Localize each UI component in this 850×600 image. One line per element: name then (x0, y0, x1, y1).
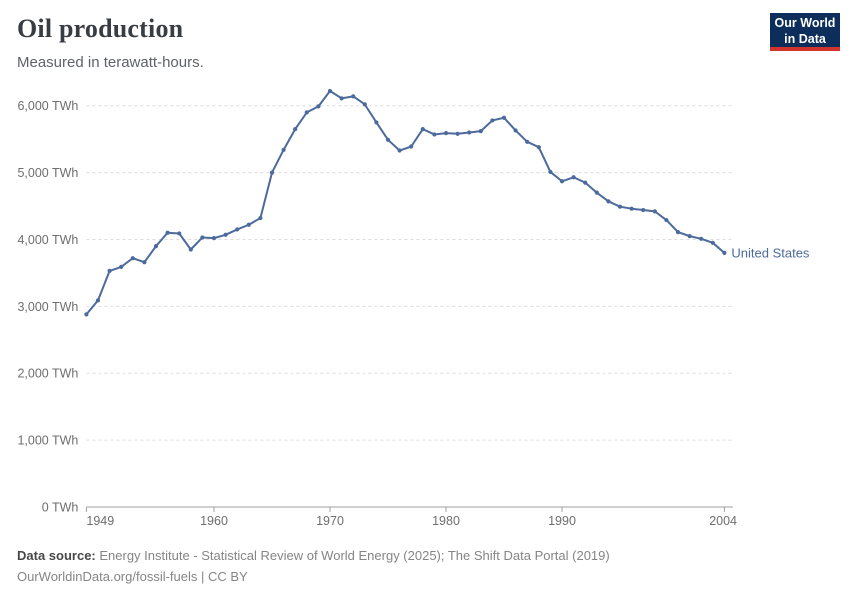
data-point (420, 127, 425, 132)
data-point (107, 268, 112, 274)
data-point (629, 206, 634, 211)
data-point (165, 230, 170, 235)
data-point (385, 137, 391, 142)
data-point (571, 175, 576, 180)
data-point (211, 236, 217, 241)
data-point (351, 94, 356, 99)
y-axis-tick-label: 1,000 TWh (17, 434, 78, 448)
y-axis-tick-label: 4,000 TWh (17, 233, 78, 247)
data-point (432, 132, 437, 137)
data-point (513, 128, 518, 133)
data-point (443, 131, 449, 136)
logo-text-line2: in Data (784, 32, 826, 46)
y-axis-tick-label: 3,000 TWh (17, 300, 78, 314)
data-point (84, 312, 89, 317)
data-point (583, 180, 588, 185)
data-point (699, 236, 704, 241)
data-point (95, 298, 101, 303)
data-point (652, 209, 657, 214)
data-point (177, 231, 182, 236)
x-axis-tick-label: 1960 (200, 514, 228, 528)
data-point (374, 120, 379, 125)
data-point (339, 96, 344, 101)
data-point (269, 170, 275, 175)
license-line[interactable]: OurWorldinData.org/fossil-fuels | CC BY (17, 569, 248, 584)
data-point (664, 217, 669, 223)
data-point (710, 240, 715, 245)
data-point (119, 264, 124, 269)
data-point (455, 131, 460, 136)
data-point (409, 144, 414, 149)
data-source-label: Data source: (17, 548, 96, 563)
chart-title: Oil production (17, 14, 184, 43)
series-label: United States (731, 245, 810, 260)
data-point (467, 130, 472, 135)
data-point (559, 179, 565, 184)
data-point (281, 147, 286, 152)
data-point (617, 204, 623, 209)
data-point (293, 127, 298, 132)
data-point (525, 139, 530, 144)
data-point (258, 215, 263, 221)
data-point (594, 190, 599, 195)
data-point (188, 247, 193, 252)
y-axis-tick-label: 5,000 TWh (17, 166, 78, 180)
x-axis-tick-label: 1970 (316, 514, 344, 528)
x-axis-tick-label: 1980 (432, 514, 460, 528)
chart-footer: Data source: Energy Institute - Statisti… (17, 545, 827, 587)
data-point (478, 129, 483, 134)
data-point (722, 250, 727, 255)
data-point (235, 227, 240, 232)
data-point (223, 232, 228, 237)
data-point (142, 260, 147, 265)
data-point (327, 88, 333, 94)
x-axis-tick-label: 1949 (86, 514, 114, 528)
data-point (606, 199, 611, 204)
data-line (85, 89, 726, 316)
data-point (153, 244, 159, 249)
data-point (316, 104, 321, 109)
data-point (641, 207, 646, 213)
data-point (397, 148, 402, 153)
data-point (304, 110, 309, 115)
y-axis-tick-label: 2,000 TWh (17, 367, 78, 381)
data-point (130, 256, 135, 261)
data-point (501, 115, 507, 120)
x-axis-tick-label: 2004 (709, 514, 737, 528)
data-point (490, 118, 495, 123)
data-source-line: Data source: Energy Institute - Statisti… (17, 545, 827, 566)
data-point (687, 234, 692, 239)
data-point (548, 169, 553, 175)
data-source-text: Energy Institute - Statistical Review of… (95, 548, 610, 563)
data-point (536, 145, 541, 150)
y-axis-tick-label: 6,000 TWh (17, 99, 78, 113)
data-point (362, 102, 367, 107)
chart-subtitle: Measured in terawatt-hours. (17, 54, 204, 71)
owid-logo[interactable]: Our World in Data (770, 13, 840, 51)
data-point (675, 230, 681, 235)
logo-text-line1: Our World (774, 16, 836, 30)
data-point (246, 222, 251, 227)
data-point (200, 235, 205, 240)
y-axis-tick-label: 0 TWh (42, 501, 79, 515)
x-axis-tick-label: 1990 (548, 514, 576, 528)
